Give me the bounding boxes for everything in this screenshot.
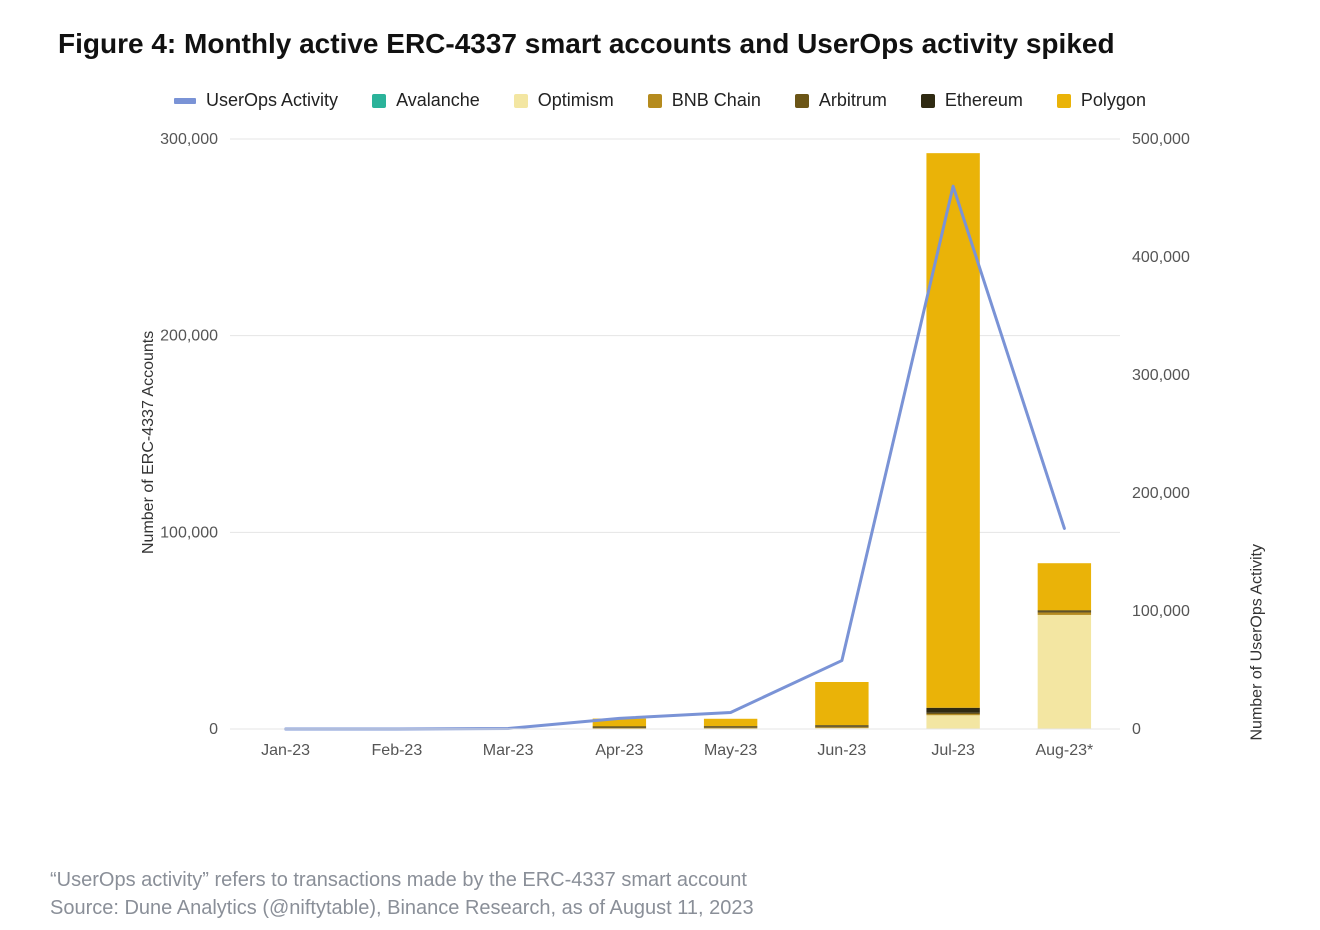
legend-label: Avalanche	[396, 90, 480, 111]
x-tick-label: Jul-23	[931, 742, 975, 759]
svg-text:300,000: 300,000	[160, 131, 218, 148]
legend-label: Ethereum	[945, 90, 1023, 111]
bar-segment	[704, 727, 757, 728]
bar-segment	[593, 727, 646, 728]
legend-label: Arbitrum	[819, 90, 887, 111]
bar-segment	[704, 728, 757, 729]
bar-segment	[1038, 611, 1091, 612]
legend-label: BNB Chain	[672, 90, 761, 111]
page-root: Figure 4: Monthly active ERC-4337 smart …	[0, 0, 1320, 930]
bar-segment	[1038, 610, 1091, 611]
svg-text:0: 0	[1132, 721, 1141, 738]
bar-segment	[1038, 615, 1091, 729]
legend-swatch	[174, 98, 196, 104]
legend-label: Optimism	[538, 90, 614, 111]
bar-segment	[815, 682, 868, 725]
svg-text:100,000: 100,000	[160, 524, 218, 541]
chart-area: 0 100,000 200,000 300,000 0 100,000 200,000 300…	[110, 129, 1210, 789]
legend-label: Polygon	[1081, 90, 1146, 111]
bar-segment	[926, 708, 979, 713]
bar-segment	[926, 715, 979, 729]
legend-swatch	[372, 94, 386, 108]
bar-segment	[704, 726, 757, 727]
bar-segment	[926, 714, 979, 715]
svg-text:200,000: 200,000	[1132, 485, 1190, 502]
x-tick-label: Aug-23*	[1035, 742, 1093, 759]
bar-segment	[1038, 563, 1091, 610]
legend-item: Arbitrum	[795, 90, 887, 111]
chart-footnote: “UserOps activity” refers to transaction…	[50, 866, 754, 922]
legend-swatch	[795, 94, 809, 108]
bar-segment	[815, 727, 868, 728]
svg-text:100,000: 100,000	[1132, 603, 1190, 620]
svg-text:300,000: 300,000	[1132, 367, 1190, 384]
y-axis-left-label: Number of ERC-4337 Accounts	[140, 331, 158, 554]
figure-title: Figure 4: Monthly active ERC-4337 smart …	[58, 28, 1270, 60]
footnote-line-1: “UserOps activity” refers to transaction…	[50, 866, 754, 894]
svg-text:500,000: 500,000	[1132, 131, 1190, 148]
x-tick-label: Jun-23	[817, 742, 866, 759]
legend-label: UserOps Activity	[206, 90, 338, 111]
legend-swatch	[1057, 94, 1071, 108]
bar-segment	[926, 713, 979, 714]
legend-item: UserOps Activity	[174, 90, 338, 111]
bar-segment	[926, 153, 979, 708]
x-tick-label: Feb-23	[372, 742, 423, 759]
bar-segment	[593, 726, 646, 727]
legend-item: BNB Chain	[648, 90, 761, 111]
footnote-line-2: Source: Dune Analytics (@niftytable), Bi…	[50, 894, 754, 922]
x-tick-label: Jan-23	[261, 742, 310, 759]
legend-item: Avalanche	[372, 90, 480, 111]
legend-swatch	[921, 94, 935, 108]
x-tick-label: Mar-23	[483, 742, 534, 759]
legend-swatch	[648, 94, 662, 108]
y-axis-right-label: Number of UserOps Activity	[1248, 544, 1266, 741]
chart-svg: 0 100,000 200,000 300,000 0 100,000 200,000 300…	[110, 129, 1210, 789]
legend-item: Polygon	[1057, 90, 1146, 111]
legend-swatch	[514, 94, 528, 108]
x-tick-label: Apr-23	[595, 742, 643, 759]
svg-text:0: 0	[209, 721, 218, 738]
legend-item: Optimism	[514, 90, 614, 111]
bar-segment	[704, 719, 757, 726]
bar-segment	[815, 726, 868, 727]
chart-legend: UserOps Activity Avalanche Optimism BNB Cha…	[50, 90, 1270, 111]
bar-segment	[1038, 613, 1091, 615]
legend-item: Ethereum	[921, 90, 1023, 111]
bar-segment	[815, 725, 868, 726]
x-tick-label: May-23	[704, 742, 757, 759]
svg-text:400,000: 400,000	[1132, 249, 1190, 266]
svg-text:200,000: 200,000	[160, 328, 218, 345]
